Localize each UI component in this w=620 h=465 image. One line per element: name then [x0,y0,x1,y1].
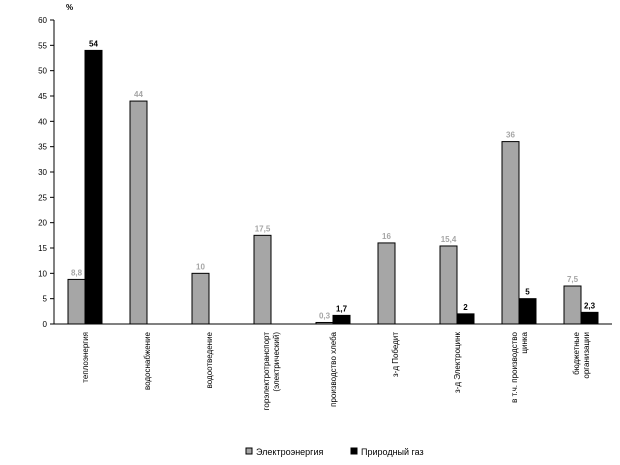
category-label: в т.ч. производство цинка [510,331,529,402]
bar [332,314,351,325]
category-label-line: цинка [520,331,529,353]
legend-label: Природный газ [361,447,424,457]
bar [456,313,475,325]
bar [501,141,520,325]
y-tick-label: 0 [43,320,48,329]
category-label-line: организации [582,332,591,379]
bar [439,245,458,325]
category-labels: теплоэнергия водоснабжение водоотведение го… [81,331,591,410]
y-tick-label: 45 [38,92,47,101]
category-label-line: (электрический) [272,332,281,392]
y-tick-label: 15 [38,244,47,253]
bar [129,100,148,325]
y-tick-label: 30 [38,168,47,177]
y-tick-label: 5 [43,295,48,304]
category-label-line: з-д Победит [391,332,400,377]
category-label-line: з-д Электроцинк [453,332,462,393]
category-label: з-д Электроцинк [453,332,462,393]
legend-swatch [245,447,253,455]
y-tick-label: 50 [38,67,47,76]
data-label: 16 [382,232,391,241]
data-label: 7,5 [567,275,579,284]
y-tick-label: 20 [38,219,47,228]
data-label: 10 [196,262,205,271]
data-label: 1,7 [336,304,348,313]
legend: Электроэнергия Природный газ [245,447,424,457]
y-tick-label: 25 [38,193,47,202]
bar [315,321,334,325]
data-label: 44 [134,90,143,99]
y-axis-ticks: 0 5 10 15 20 25 30 35 40 45 50 55 60 [38,16,54,329]
data-label: 5 [525,288,530,297]
bar [253,234,272,325]
category-label-line: бюджетные [572,331,581,374]
category-label: производство хлеба [329,331,338,406]
data-label: 36 [506,131,515,140]
category-label: водоснабжение [143,331,152,390]
category-label: теплоэнергия [81,332,90,383]
bar [67,278,86,325]
y-tick-label: 35 [38,143,47,152]
data-label: 17,5 [255,224,271,233]
category-label-line: водоснабжение [143,331,152,390]
category-label: водоотведение [205,331,214,388]
data-label: 0,3 [319,311,331,320]
y-tick-label: 10 [38,269,47,278]
y-tick-label: 60 [38,16,47,25]
y-unit-label: % [66,3,73,12]
legend-label: Электроэнергия [256,447,323,457]
data-label: 54 [89,39,98,48]
bar [563,285,582,325]
data-labels: 8,8 54 44 10 17,5 0,3 1,7 16 15,4 2 36 5 7,5 2,3 [71,39,596,320]
category-label: горэлектротранспорт (электрический) [262,332,281,411]
category-label-line: производство хлеба [329,331,338,406]
y-tick-label: 55 [38,41,47,50]
bar [518,298,537,325]
category-label-line: теплоэнергия [81,332,90,383]
bar [191,272,210,325]
data-label: 8,8 [71,268,83,277]
category-label-line: в т.ч. производство [510,331,519,402]
y-tick-label: 40 [38,117,47,126]
category-label-line: горэлектротранспорт [262,332,271,411]
category-label-line: водоотведение [205,331,214,388]
data-label: 2 [463,303,468,312]
bar [377,242,396,325]
data-label: 15,4 [441,235,457,244]
bar [84,49,103,325]
legend-swatch [350,447,358,455]
category-label: з-д Победит [391,332,400,377]
category-label: бюджетные организации [572,331,591,378]
bars [67,49,599,325]
bar [580,311,599,325]
data-label: 2,3 [584,301,596,310]
